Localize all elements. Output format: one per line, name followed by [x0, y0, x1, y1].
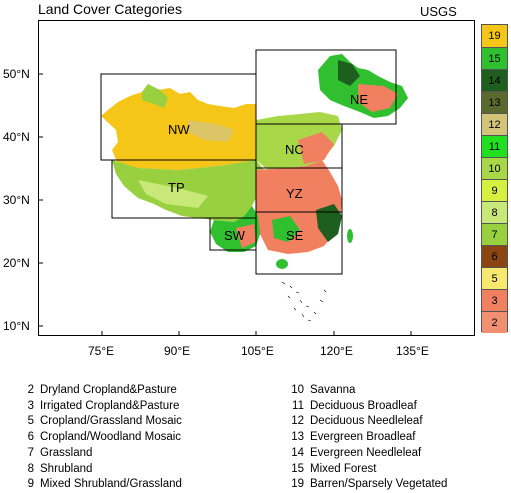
- southwest-cropland-patch: [236, 224, 256, 248]
- northeast-cropland-patch: [358, 84, 398, 112]
- lat-tick-20: 20°N: [3, 256, 30, 270]
- legend-number: 13: [291, 431, 304, 444]
- legend-text: Evergreen Needleleaf: [310, 446, 422, 459]
- legend-number: 7: [27, 446, 34, 459]
- colorbar-cell-15: 15: [482, 47, 507, 69]
- legend-number: 6: [27, 431, 34, 444]
- legend-item: 12 Deciduous Needleleaf: [284, 414, 447, 430]
- lon-tick-105: 105°E: [241, 344, 274, 358]
- northwest-barren-area: [101, 84, 256, 170]
- legend-number: 9: [27, 478, 34, 491]
- legend-number: 8: [27, 462, 34, 475]
- map-frame: NW NE NC TP YZ SW SE: [38, 20, 475, 336]
- legend-item: 13 Evergreen Broadleaf: [284, 430, 447, 446]
- data-source-label: USGS: [420, 4, 457, 19]
- colorbar-cell-6: 6: [482, 245, 507, 267]
- axis-ticks: [38, 73, 412, 336]
- region-boxes: [100, 49, 397, 275]
- legend-item: 9 Mixed Shrubland/Grassland: [14, 477, 182, 493]
- legend-number: 11: [292, 399, 304, 412]
- colorbar-cell-5: 5: [482, 267, 507, 289]
- northwest-grassland-patch: [142, 84, 168, 108]
- lon-tick-90: 90°E: [164, 344, 191, 358]
- region-label-yz: YZ: [286, 186, 303, 201]
- taiwan-island: [347, 229, 353, 243]
- legend-item: 8 Shrubland: [14, 462, 182, 478]
- legend-number: 14: [291, 446, 304, 459]
- region-label-se: SE: [286, 228, 304, 243]
- hainan-island: [276, 259, 288, 269]
- colorbar-cell-3: 3: [482, 289, 507, 311]
- region-label-ne: NE: [350, 92, 368, 107]
- region-label-sw: SW: [224, 228, 246, 243]
- lat-tick-30: 30°N: [3, 193, 30, 207]
- lat-tick-40: 40°N: [3, 130, 30, 144]
- southeast-evergreen-patch: [316, 204, 342, 242]
- legend-item: 3 Irrigated Cropland&Pasture: [14, 399, 182, 415]
- legend-text: Shrubland: [40, 462, 93, 475]
- legend-text: Mixed Forest: [310, 462, 377, 475]
- legend-item: 11 Deciduous Broadleaf: [284, 399, 447, 415]
- map-title: Land Cover Categories: [38, 1, 182, 17]
- legend-item: 5 Cropland/Grassland Mosaic: [14, 414, 182, 430]
- legend-number: 15: [291, 462, 304, 475]
- colorbar-cell-19: 19: [482, 25, 507, 47]
- legend-text: Mixed Shrubland/Grassland: [40, 478, 182, 491]
- china-land-cover-map: NW NE NC TP YZ SW SE: [38, 20, 475, 336]
- legend-number: 3: [27, 399, 34, 412]
- colorbar-cell-2: 2: [482, 311, 507, 333]
- region-label-tp: TP: [168, 180, 185, 195]
- southeast-forest-patch: [272, 216, 300, 242]
- legend-item: 19 Barren/Sparsely Vegetated: [284, 477, 447, 493]
- box-sw: [209, 217, 257, 251]
- lon-tick-75: 75°E: [88, 344, 115, 358]
- colorbar-cell-14: 14: [482, 69, 507, 91]
- legend-left-column: 2 Dryland Cropland&Pasture 3 Irrigated Crop…: [14, 383, 182, 493]
- colorbar-cell-12: 12: [482, 113, 507, 135]
- colorbar-cell-13: 13: [482, 91, 507, 113]
- legend-right-column: 10 Savanna 11 Deciduous Broadleaf 12 Deciduou…: [284, 383, 447, 493]
- legend-text: Deciduous Broadleaf: [310, 399, 417, 412]
- legend-text: Irrigated Cropland&Pasture: [40, 399, 180, 412]
- colorbar-cell-10: 10: [482, 157, 507, 179]
- legend-text: Cropland/Grassland Mosaic: [40, 415, 182, 428]
- lat-tick-50: 50°N: [3, 67, 30, 81]
- colorbar-cell-7: 7: [482, 223, 507, 245]
- legend-item: 7 Grassland: [14, 446, 182, 462]
- legend-text: Cropland/Woodland Mosaic: [40, 431, 182, 444]
- lon-tick-120: 120°E: [320, 344, 353, 358]
- legend-item: 6 Cropland/Woodland Mosaic: [14, 430, 182, 446]
- legend-number: 10: [291, 384, 304, 396]
- region-label-nc: NC: [285, 142, 304, 157]
- legend-number: 5: [27, 415, 34, 428]
- legend-item: 10 Savanna: [284, 383, 447, 399]
- south-sea-islands: [281, 281, 327, 322]
- legend-text: Grassland: [40, 446, 93, 459]
- legend-text: Barren/Sparsely Vegetated: [310, 478, 448, 491]
- region-label-nw: NW: [168, 122, 190, 137]
- legend-text: Savanna: [310, 384, 356, 396]
- tibetan-light-patch: [138, 180, 208, 208]
- colorbar: 19 15 14 13 12 11 10 9 8 7 6 5 3 2: [481, 24, 508, 333]
- colorbar-cell-9: 9: [482, 179, 507, 201]
- colorbar-cell-8: 8: [482, 201, 507, 223]
- legend-number: 2: [27, 384, 34, 396]
- legend-item: 15 Mixed Forest: [284, 462, 447, 478]
- legend-text: Evergreen Broadleaf: [310, 431, 416, 444]
- legend-item: 14 Evergreen Needleleaf: [284, 446, 447, 462]
- legend-text: Deciduous Needleleaf: [310, 415, 423, 428]
- northeast-needleleaf-patch: [338, 60, 360, 86]
- legend-text: Dryland Cropland&Pasture: [40, 384, 177, 396]
- legend-number: 19: [291, 478, 304, 491]
- legend-number: 12: [291, 415, 304, 428]
- lon-tick-135: 135°E: [396, 344, 429, 358]
- northwest-mixed-patch: [188, 120, 234, 142]
- lat-tick-10: 10°N: [3, 319, 30, 333]
- colorbar-cell-11: 11: [482, 135, 507, 157]
- north-china-cropland-patch: [298, 132, 334, 164]
- legend-item: 2 Dryland Cropland&Pasture: [14, 383, 182, 399]
